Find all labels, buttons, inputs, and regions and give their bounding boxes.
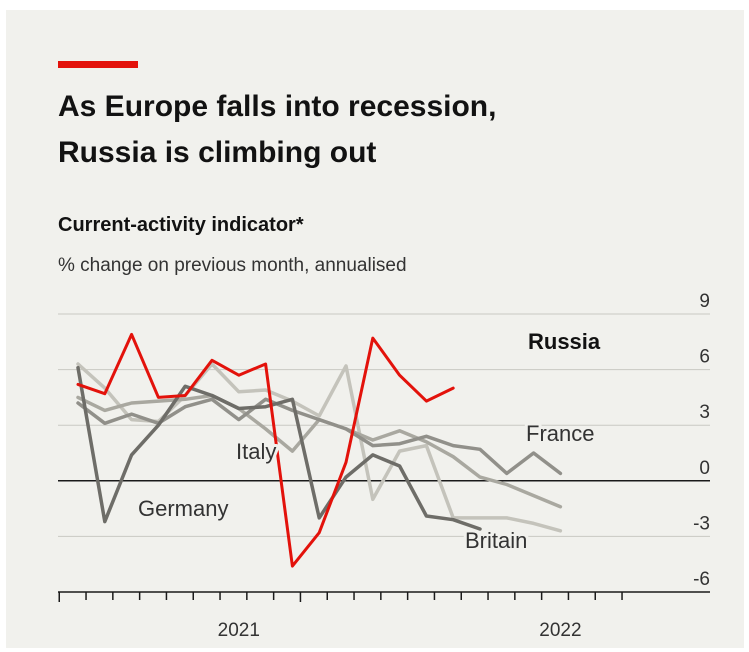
series-label-halo-italy: Italy — [236, 439, 276, 464]
series-label-russia: Russia — [528, 329, 601, 354]
series-layer — [76, 332, 563, 568]
label-layer: RussiaFranceFranceItalyItalyGermanyGerma… — [135, 329, 601, 556]
page-title: As Europe falls into recession, Russia i… — [58, 84, 698, 176]
y-tick-label: 9 — [699, 291, 710, 312]
series-line-russia — [76, 332, 455, 568]
y-tick-label: 3 — [699, 402, 710, 423]
y-tick-label: -3 — [693, 513, 710, 534]
y-tick-label: 0 — [699, 458, 710, 479]
series-label-halo-germany: Germany — [138, 496, 228, 521]
chart-units: % change on previous month, annualised — [58, 255, 407, 276]
x-axis: 2021 2022 — [58, 592, 623, 641]
grid-layer: 9 6 3 0 -3 -6 — [58, 291, 710, 593]
series-label-britain: Britain — [465, 528, 527, 553]
series-label-italy: Italy — [236, 439, 276, 464]
title-line-2: Russia is climbing out — [58, 136, 377, 169]
series-line-france — [76, 393, 563, 509]
series-label-germany: Germany — [138, 496, 228, 521]
title-line-1: As Europe falls into recession, — [58, 90, 497, 123]
series-label-halo-france: France — [526, 421, 594, 446]
chart-subtitle: Current-activity indicator* — [58, 214, 304, 236]
x-tick-label: 2021 — [218, 620, 260, 641]
x-tick-label: 2022 — [539, 620, 581, 641]
series-line-germany — [76, 365, 482, 531]
accent-bar — [58, 61, 138, 68]
series-label-france: France — [526, 421, 594, 446]
y-tick-label: 6 — [699, 347, 710, 368]
y-tick-label: -6 — [693, 569, 710, 590]
series-label-halo-britain: Britain — [465, 528, 527, 553]
chart-panel — [6, 10, 744, 648]
